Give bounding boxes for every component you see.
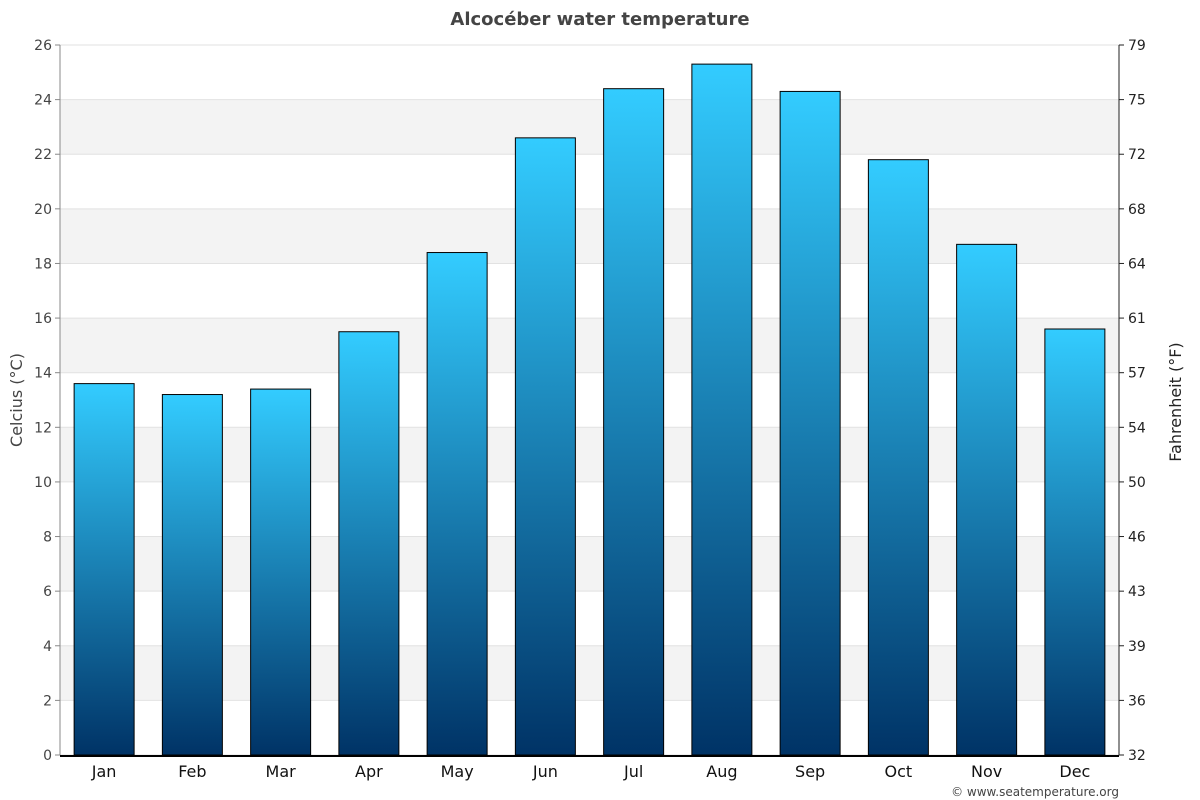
x-tick-label: Apr — [355, 762, 383, 781]
x-tick-label: Jan — [91, 762, 117, 781]
y2-tick-label: 32 — [1128, 748, 1146, 764]
bar-sep — [779, 90, 841, 756]
y2-tick-label: 54 — [1128, 420, 1146, 436]
y-tick-label: 20 — [34, 202, 52, 218]
bar-dec — [1044, 328, 1106, 756]
bar-jun — [514, 137, 576, 756]
x-tick-label: Oct — [885, 762, 913, 781]
y2-tick-label: 43 — [1128, 584, 1146, 600]
bar-mar — [250, 388, 312, 756]
y2-tick-label: 39 — [1128, 639, 1146, 655]
chart-title: Alcocéber water temperature — [450, 9, 749, 30]
bar-aug — [691, 63, 753, 756]
x-tick-label: Aug — [706, 762, 737, 781]
y2-tick-label: 79 — [1128, 38, 1146, 54]
grid-band — [60, 427, 1119, 482]
x-tick-label: Mar — [266, 762, 297, 781]
y2-tick-label: 57 — [1128, 366, 1146, 382]
grid-band — [60, 536, 1119, 592]
grid-band — [60, 208, 1119, 264]
y-axis-label: Celcius (°C) — [7, 353, 26, 447]
bar-feb — [161, 394, 223, 756]
x-tick-label: May — [441, 762, 474, 781]
y-tick-label: 16 — [34, 311, 52, 327]
y2-tick-label: 36 — [1128, 693, 1146, 709]
y-tick-label: 4 — [43, 639, 52, 655]
y2-tick-label: 64 — [1128, 256, 1146, 272]
x-tick-label: Feb — [178, 762, 206, 781]
y2-tick-label: 46 — [1128, 530, 1146, 546]
y2-tick-label: 61 — [1128, 311, 1146, 327]
y-tick-label: 6 — [43, 584, 52, 600]
y-tick-label: 22 — [34, 147, 52, 163]
bar-jan — [73, 383, 135, 756]
y2-tick-label: 68 — [1128, 202, 1146, 218]
grid-band — [60, 645, 1119, 701]
footer-credit: © www.seatemperature.org — [951, 785, 1119, 799]
bar-nov — [956, 243, 1018, 756]
y-tick-label: 18 — [34, 256, 52, 272]
x-tick-label: Sep — [795, 762, 825, 781]
grid-band — [60, 99, 1119, 155]
bar-apr — [338, 331, 400, 756]
x-tick-label: Jul — [623, 762, 643, 781]
y-tick-label: 8 — [43, 530, 52, 546]
x-tick-label: Dec — [1059, 762, 1090, 781]
y2-axis-label: Fahrenheit (°F) — [1166, 342, 1185, 461]
y2-tick-label: 50 — [1128, 475, 1146, 491]
y2-tick-label: 75 — [1128, 93, 1146, 109]
bar-jul — [603, 88, 665, 756]
x-tick-label: Nov — [971, 762, 1002, 781]
y-tick-label: 12 — [34, 420, 52, 436]
bar-may — [426, 252, 488, 756]
y-tick-label: 24 — [34, 93, 52, 109]
grid-band — [60, 318, 1119, 373]
y-tick-label: 14 — [34, 366, 52, 382]
bar-oct — [867, 159, 929, 756]
y-tick-label: 2 — [43, 693, 52, 709]
y2-tick-label: 72 — [1128, 147, 1146, 163]
y-tick-label: 26 — [34, 38, 52, 54]
x-tick-label: Jun — [532, 762, 558, 781]
y-tick-label: 10 — [34, 475, 52, 491]
y-tick-label: 0 — [43, 748, 52, 764]
